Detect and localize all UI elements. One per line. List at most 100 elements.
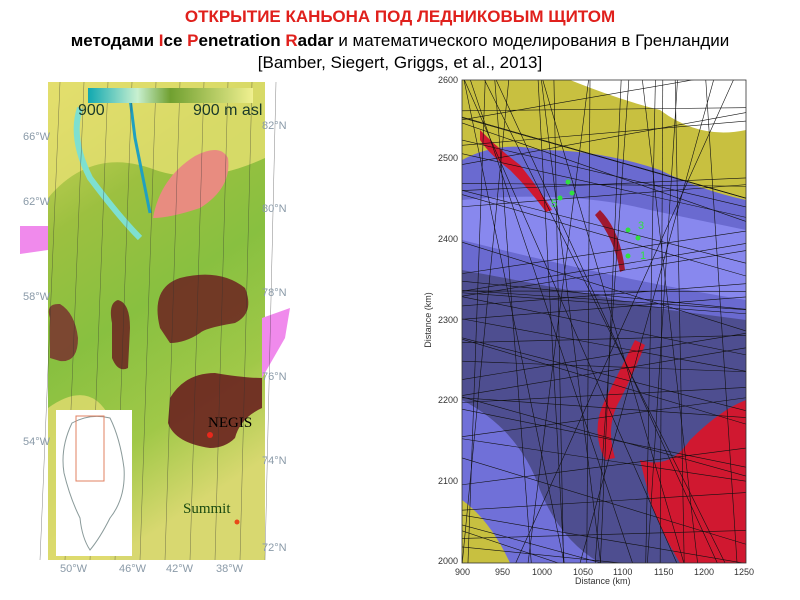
survey-track [462,387,746,403]
graticule-line [189,81,205,561]
subtitle-prefix: методами [70,31,159,50]
colorbar-low-label: 900 [78,102,105,119]
survey-track [659,80,664,563]
survey-track [462,182,746,187]
lat-label: 78°N [262,287,287,299]
colorbar-high-label: 900 m asl [193,102,263,119]
green-label: 1 [640,250,647,262]
survey-track [462,243,746,292]
lat-label: 74°N [262,455,287,467]
subtitle-rest: и математического моделирования в Гренла… [333,31,730,50]
y-axis-label: Distance (km) [422,292,433,348]
survey-track [462,184,746,208]
survey-track [462,190,746,264]
salmon-region [153,149,229,218]
survey-track [537,80,565,563]
lon-label: 54°W [23,436,51,448]
x-tick: 1150 [654,567,674,577]
survey-track [541,80,601,563]
graticule-line [264,81,277,561]
survey-track [462,447,746,486]
survey-track [462,347,746,396]
lon-label: 58°W [23,291,51,303]
survey-track [515,80,734,563]
subtitle-adar: adar [297,31,334,50]
survey-track [462,290,746,310]
graticule-line [164,81,181,561]
y-tick: 2300 [438,315,459,325]
x-axis-label: Distance (km) [575,576,631,586]
lon-label: 50°W [60,563,88,575]
bed-topography-plot [461,79,747,564]
survey-track [462,524,603,563]
lon-label: 42°W [166,563,194,575]
survey-track [462,530,560,563]
survey-track [462,546,624,563]
graticule-line [214,81,229,561]
survey-track [462,292,746,315]
negis-label: NEGIS [208,415,253,431]
survey-track [579,80,714,563]
survey-track [586,80,591,563]
x-tick: 1000 [532,567,553,577]
survey-track [462,280,746,310]
pink-region-left [20,226,48,254]
survey-track [470,80,633,563]
subtitle-R: R [285,31,298,50]
survey-track [462,120,746,146]
lon-label: 62°W [23,196,51,208]
elevation-map [20,81,290,561]
survey-track [462,283,746,307]
lon-label: 66°W [23,131,51,143]
survey-track [553,80,564,563]
survey-track [484,80,726,563]
survey-track [462,333,746,380]
slide-title: ОТКРЫТИЕ КАНЬОНА ПОД ЛЕДНИКОВЫМ ЩИТОМ [184,7,616,26]
survey-track [462,296,746,356]
green-markers [557,179,641,259]
survey-track [462,80,510,563]
survey-track [645,80,656,563]
y-tick: 2200 [438,395,459,405]
greenland-inset-outline [62,415,125,551]
survey-track [462,335,746,343]
graticule-line [39,81,61,561]
canyon-region-negis [168,373,262,448]
survey-track [462,194,746,277]
summit-marker [234,519,240,525]
survey-track [462,116,746,199]
y-tick: 2100 [438,476,459,486]
survey-track [462,397,746,418]
pink-region-right [262,308,290,378]
survey-track [462,153,746,218]
survey-track [462,112,746,165]
slide-subtitle: методами Ice Penetration Radar и математ… [0,31,800,51]
red-canyon-north [480,130,552,212]
inset-extent-box [75,415,105,482]
survey-track [600,80,622,563]
survey-track [462,139,746,208]
green-label: 3 [638,220,645,232]
survey-track [462,514,745,563]
survey-track [462,241,746,332]
graticule-line [239,81,253,561]
x-tick: 1100 [613,567,633,577]
y-tick: 2000 [438,556,459,566]
subtitle-enetration: enetration [198,31,286,50]
survey-track [462,438,746,482]
subtitle-I: I [158,31,164,50]
survey-track [705,80,738,563]
survey-track [647,80,678,563]
survey-track [462,457,746,545]
red-canyon-mid [595,210,625,272]
left-map: 900 900 m asl 82°N 80°N 78°N 76°N 74°N 7… [0,78,300,588]
negis-marker [207,432,213,438]
survey-track [462,250,746,297]
survey-track [462,360,746,373]
survey-track [462,337,746,412]
survey-track [462,177,746,191]
x-tick: 900 [455,567,471,577]
survey-track [495,80,718,563]
red-region-se [640,400,746,563]
x-tick: 1200 [694,567,715,577]
